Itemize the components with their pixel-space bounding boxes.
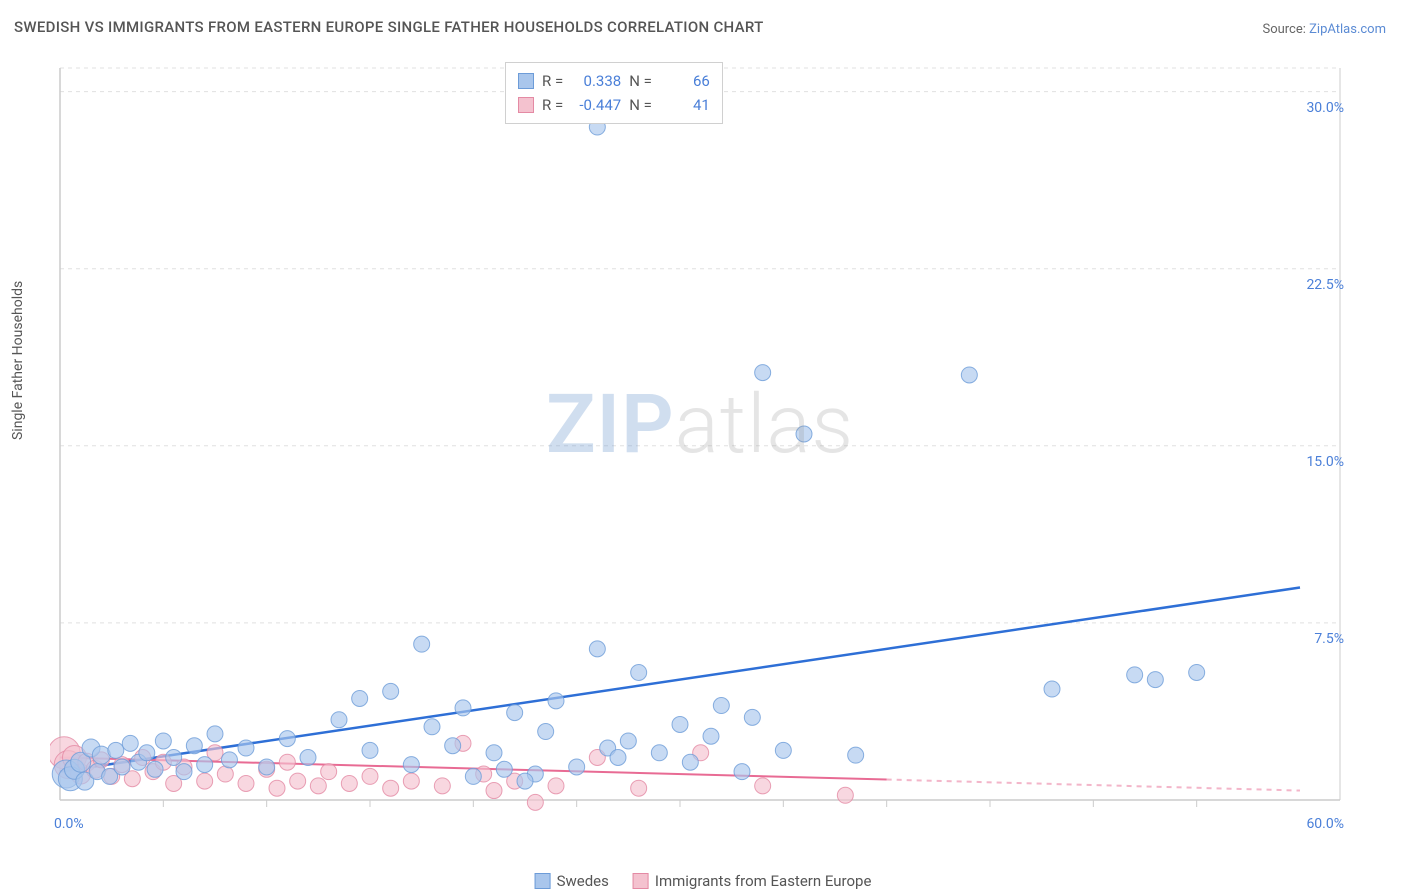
- r-value-2: -0.447: [571, 93, 621, 117]
- legend-item-eastern-europe: Immigrants from Eastern Europe: [633, 872, 872, 890]
- legend-item-swedes: Swedes: [535, 872, 609, 890]
- n-label-2: N =: [629, 93, 652, 117]
- r-value-1: 0.338: [571, 69, 621, 93]
- r-label-1: R =: [542, 69, 563, 93]
- legend-label-eastern-europe: Immigrants from Eastern Europe: [655, 872, 872, 890]
- n-label-1: N =: [629, 69, 652, 93]
- plot-area: ZIPatlas R = 0.338 N = 66 R = -0.447 N =…: [50, 60, 1350, 820]
- y-axis-label: Single Father Households: [10, 281, 26, 440]
- swatch-eastern-europe-icon: [518, 97, 534, 113]
- x-tick-label: 0.0%: [54, 816, 84, 832]
- legend-label-swedes: Swedes: [557, 872, 609, 890]
- correlation-box: R = 0.338 N = 66 R = -0.447 N = 41: [505, 62, 723, 124]
- correlation-row-1: R = 0.338 N = 66: [518, 69, 710, 93]
- y-tick-label: 22.5%: [1306, 277, 1344, 293]
- x-tick-label: 60.0%: [1306, 816, 1344, 832]
- swatch-swedes-icon: [535, 873, 551, 889]
- y-tick-label: 7.5%: [1314, 631, 1344, 647]
- source-attribution: Source: ZipAtlas.com: [1262, 22, 1386, 37]
- n-value-2: 41: [660, 93, 710, 117]
- y-tick-label: 15.0%: [1306, 454, 1344, 470]
- chart-svg: [50, 60, 1350, 820]
- n-value-1: 66: [660, 69, 710, 93]
- chart-title: SWEDISH VS IMMIGRANTS FROM EASTERN EUROP…: [14, 18, 764, 36]
- correlation-row-2: R = -0.447 N = 41: [518, 93, 710, 117]
- source-prefix: Source:: [1262, 22, 1309, 37]
- swatch-eastern-europe-icon: [633, 873, 649, 889]
- source-link[interactable]: ZipAtlas.com: [1309, 22, 1386, 37]
- bottom-legend: Swedes Immigrants from Eastern Europe: [535, 872, 872, 890]
- y-tick-label: 30.0%: [1306, 100, 1344, 116]
- r-label-2: R =: [542, 93, 563, 117]
- swatch-swedes-icon: [518, 73, 534, 89]
